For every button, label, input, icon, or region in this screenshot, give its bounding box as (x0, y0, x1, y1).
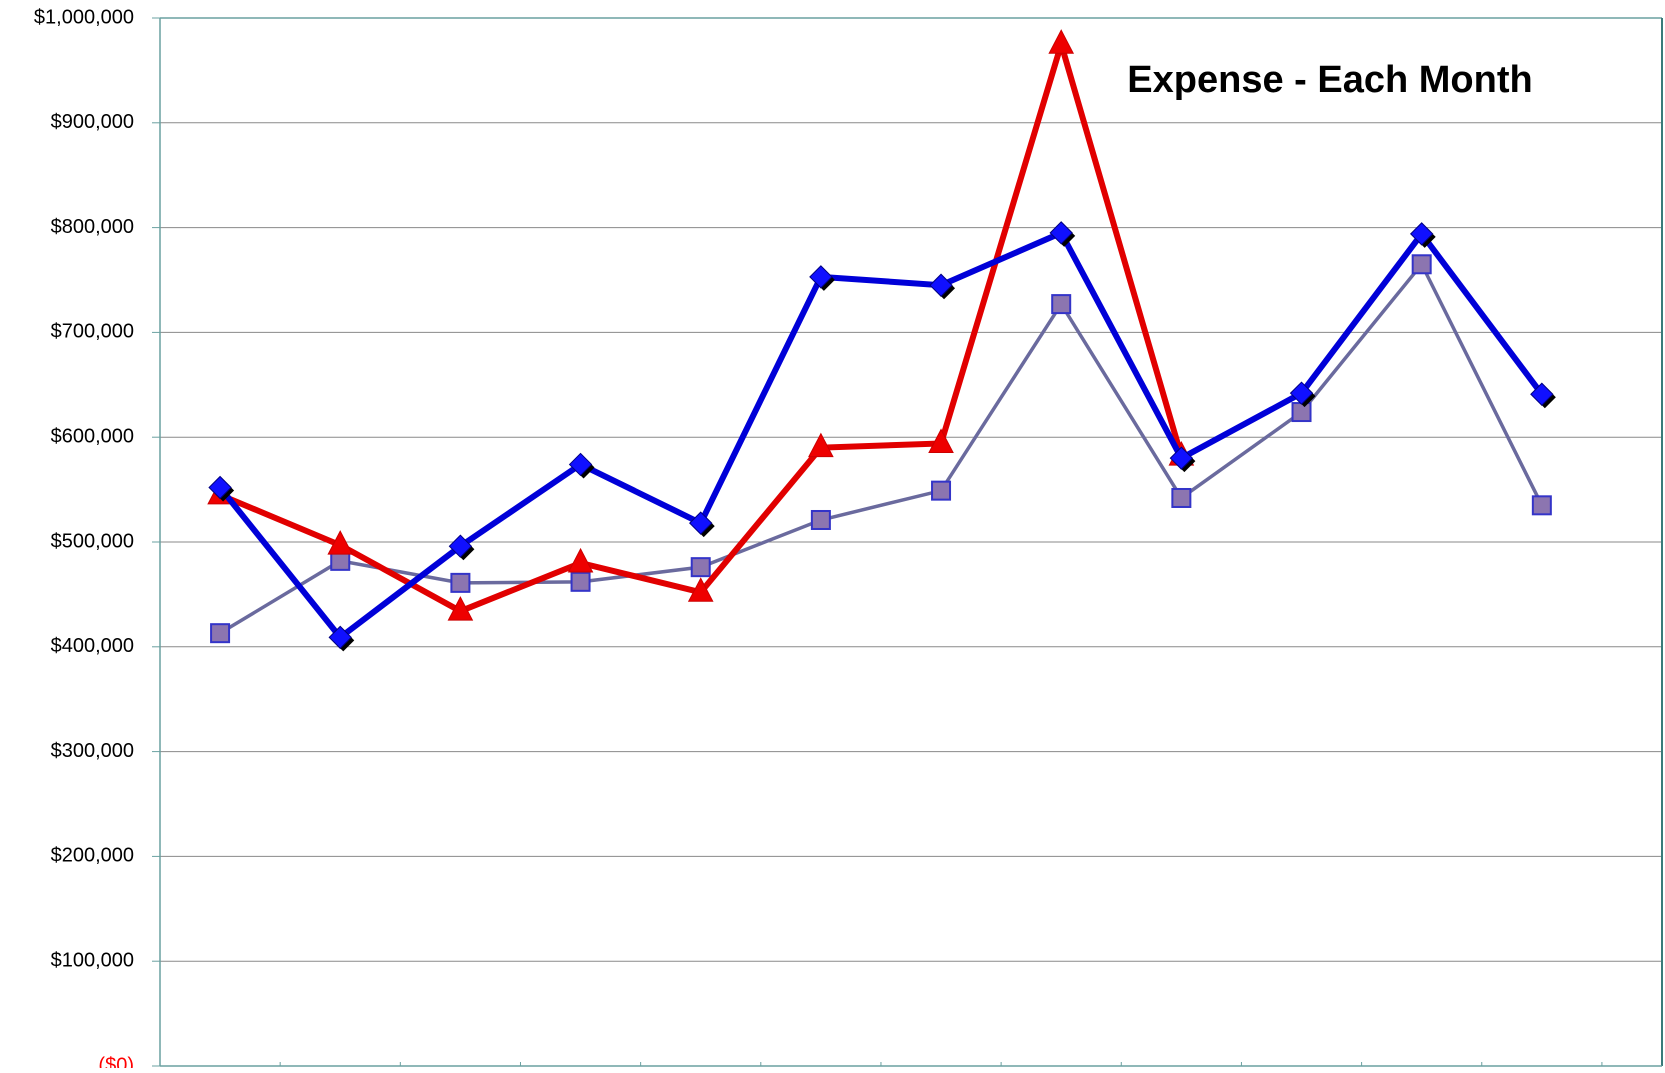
data-point (809, 265, 833, 289)
data-point (1409, 222, 1434, 246)
y-tick-label: $700,000 (51, 321, 134, 343)
data-point (810, 509, 831, 530)
data-point (208, 475, 232, 500)
y-tick-label: $500,000 (51, 530, 134, 552)
chart-title: Expense - Each Month (1127, 59, 1532, 101)
data-point (929, 273, 953, 297)
series-triangle (207, 29, 1195, 621)
data-point (1051, 294, 1072, 315)
data-point (687, 577, 714, 602)
y-tick-label: $1,000,000 (34, 6, 134, 28)
series-square (210, 254, 1552, 644)
data-point (689, 511, 713, 535)
data-point (568, 452, 593, 477)
y-tick-label: $900,000 (51, 111, 134, 133)
data-point (327, 530, 354, 555)
series-diamond (208, 221, 1556, 652)
data-point (1048, 29, 1075, 54)
y-tick-label: $400,000 (51, 635, 134, 657)
data-point (931, 480, 952, 501)
data-point (1530, 382, 1554, 406)
series-line (218, 261, 1544, 635)
data-point (1169, 446, 1194, 470)
data-point (210, 623, 231, 644)
y-tick-label: ($0) (98, 1054, 134, 1068)
y-tick-label: $200,000 (51, 845, 134, 867)
data-point (1411, 254, 1432, 275)
data-point (1289, 381, 1314, 405)
data-point (328, 625, 352, 650)
data-point (1049, 221, 1073, 245)
y-tick-label: $800,000 (51, 216, 134, 238)
y-tick-label: $600,000 (51, 425, 134, 447)
series-layer (207, 29, 1556, 652)
axes (152, 17, 1663, 1067)
data-point (448, 534, 473, 558)
data-point (567, 547, 594, 573)
data-point (570, 571, 591, 592)
data-point (928, 428, 954, 453)
y-tick-label: $100,000 (51, 949, 134, 971)
y-tick-labels: $1,000,000 $900,000 $800,000 $700,000 $600,0… (34, 6, 134, 1073)
data-point (690, 557, 711, 578)
y-tick-label: $300,000 (51, 740, 134, 762)
data-point (450, 572, 471, 593)
gridlines (160, 17, 1662, 962)
data-point (1531, 495, 1552, 516)
data-point (447, 596, 474, 621)
series-line (217, 228, 1545, 642)
data-point (1171, 487, 1192, 508)
data-point (808, 432, 834, 458)
data-point (1291, 402, 1312, 423)
